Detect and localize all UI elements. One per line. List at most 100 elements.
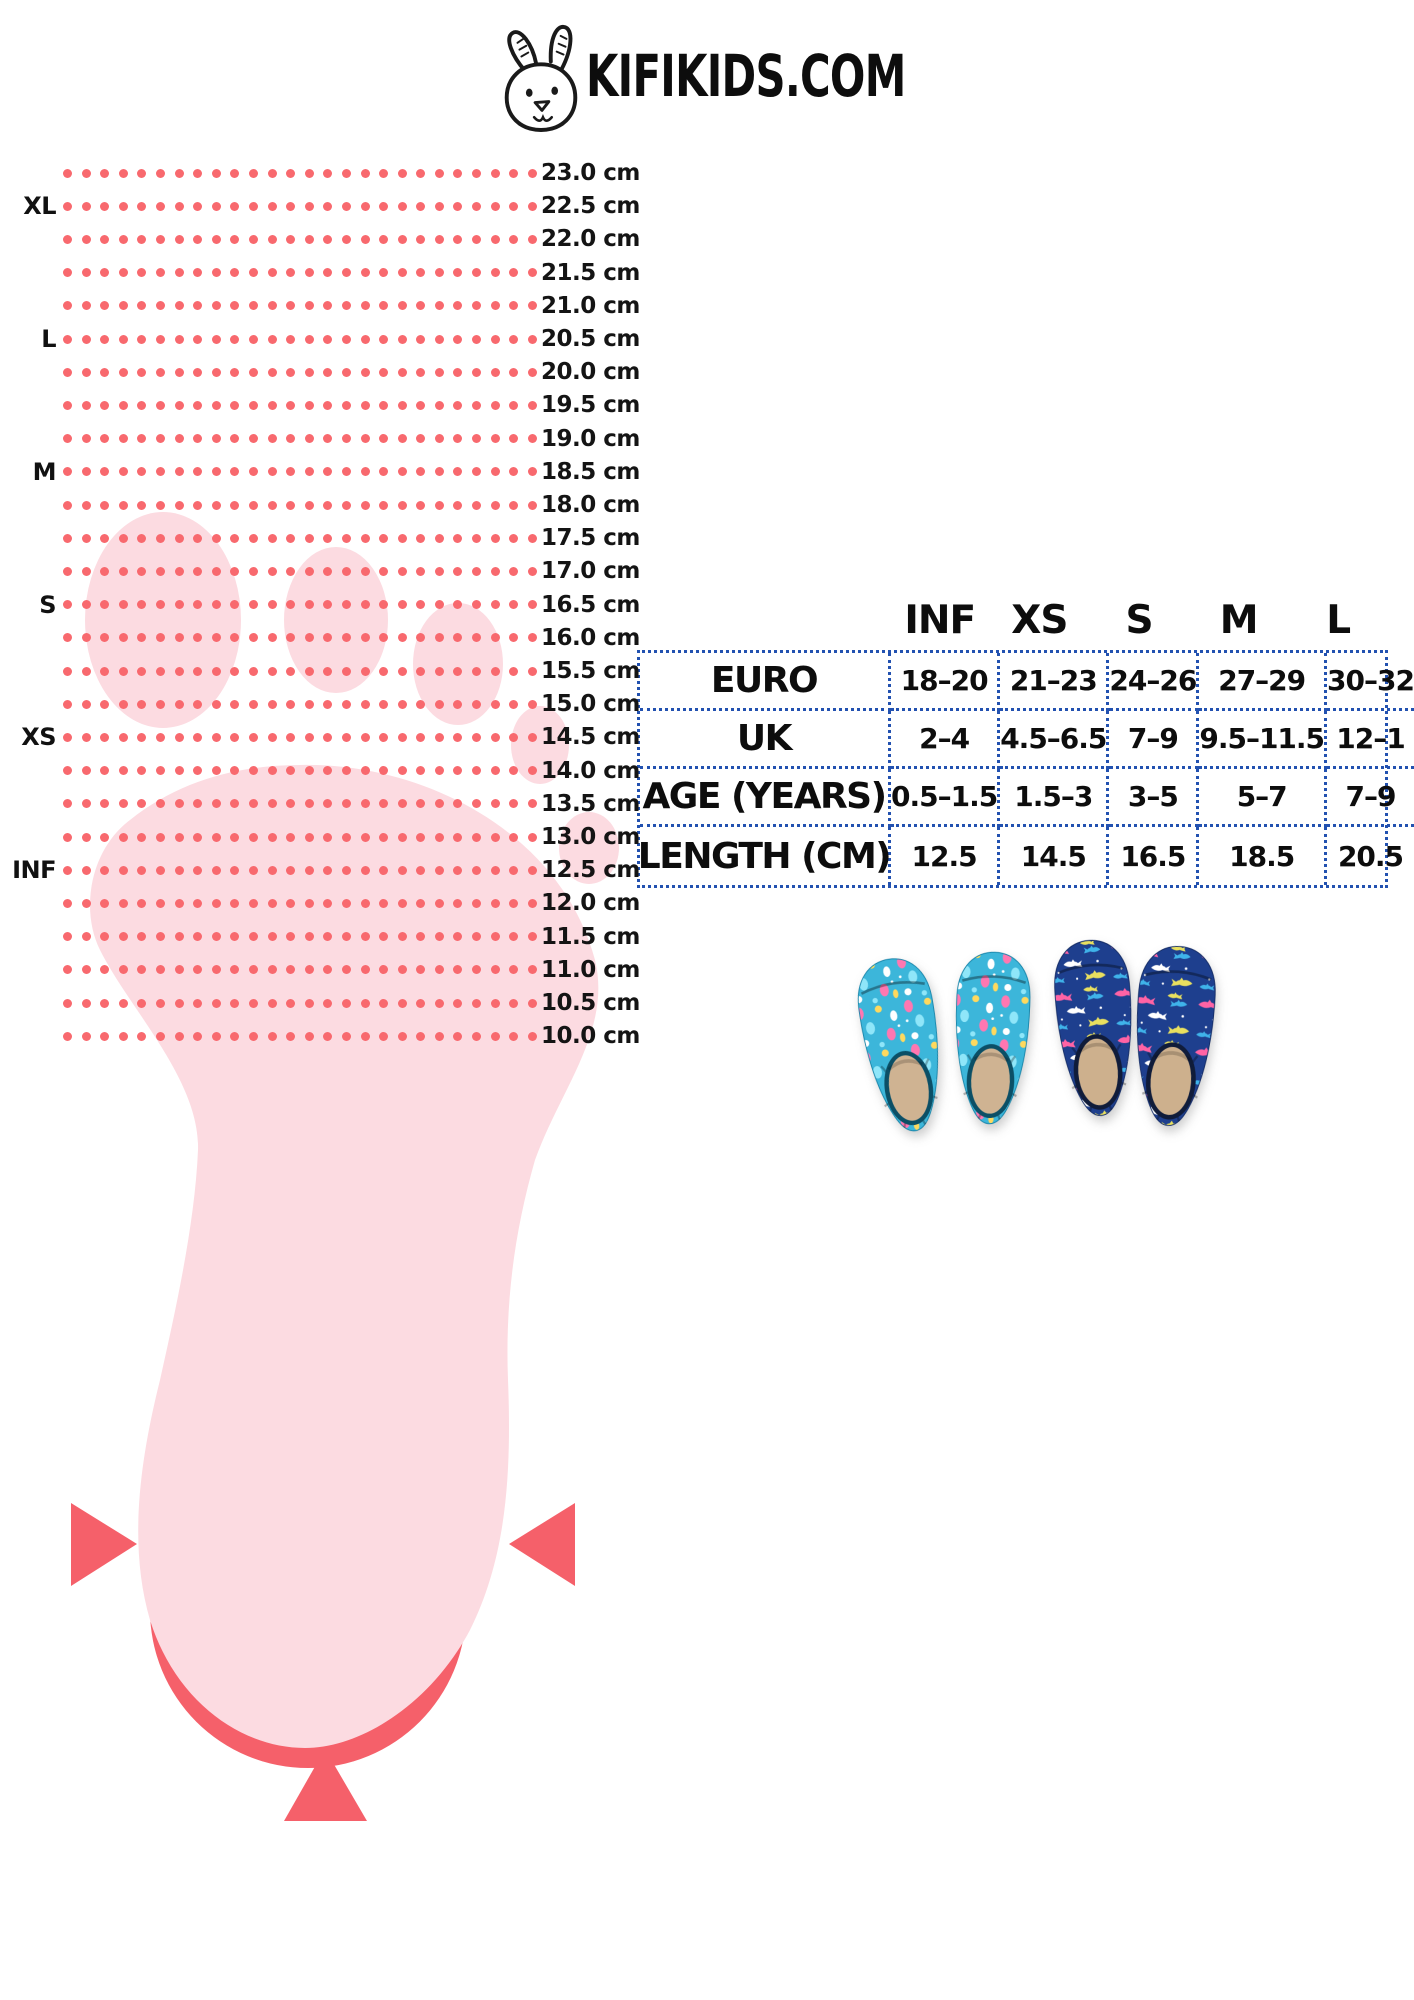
ruler-cm-label: 10.0 cm [541, 1023, 640, 1050]
ruler-dot [323, 234, 333, 244]
ruler-dot [397, 932, 407, 942]
ruler-dot [137, 832, 147, 842]
ruler-dot [174, 467, 184, 477]
ruler-dot [323, 965, 333, 975]
ruler-dot [416, 898, 426, 908]
ruler-dot [63, 234, 72, 244]
ruler-dot [490, 334, 500, 344]
ruler-cm-label: 16.0 cm [541, 624, 640, 651]
ruler-row: 14.0 cm [0, 755, 660, 787]
ruler-dot-line [63, 367, 537, 377]
ruler-dot [137, 500, 147, 510]
ruler-dot [416, 633, 426, 643]
ruler-dot [267, 699, 277, 709]
ruler-dot [379, 168, 389, 178]
ruler-dot [304, 766, 314, 776]
ruler-dot [379, 732, 389, 742]
ruler-dot [174, 633, 184, 643]
ruler-dot [118, 898, 128, 908]
ruler-row: 22.0 cm [0, 223, 660, 255]
ruler-dot [118, 1031, 128, 1041]
ruler-dot [211, 234, 221, 244]
ruler-dot [304, 633, 314, 643]
table-row-label: UK [640, 711, 891, 769]
ruler-dot [155, 865, 165, 875]
ruler-size-label [0, 157, 56, 189]
ruler-dot [397, 799, 407, 809]
ruler-dot [81, 898, 91, 908]
ruler-dot [193, 434, 203, 444]
ruler-dot [472, 201, 482, 211]
table-cell: 14.5 [1000, 827, 1110, 885]
ruler-dot [360, 633, 370, 643]
ruler-dot [509, 533, 519, 543]
ruler-row: 10.0 cm [0, 1020, 660, 1052]
ruler-dot [100, 467, 110, 477]
ruler-dot [453, 201, 463, 211]
ruler-dot [174, 998, 184, 1008]
ruler-dot [509, 600, 519, 610]
ruler-dot-line [63, 865, 537, 875]
ruler-dot [341, 533, 351, 543]
ruler-dot [453, 234, 463, 244]
ruler-dot [100, 766, 110, 776]
ruler-dot [193, 268, 203, 278]
ruler-dot [304, 168, 314, 178]
ruler-dot [434, 600, 444, 610]
ruler-dot [490, 168, 500, 178]
ruler-size-label [0, 290, 56, 322]
ruler-dot [193, 334, 203, 344]
table-cell: 12–1 [1327, 711, 1414, 769]
ruler-dot [341, 268, 351, 278]
ruler-dot [472, 168, 482, 178]
ruler-dot [323, 168, 333, 178]
ruler-dot [63, 600, 72, 610]
ruler-dot [248, 500, 258, 510]
ruler-dot-line [63, 234, 537, 244]
ruler-dot [81, 799, 91, 809]
ruler-dot [360, 168, 370, 178]
ruler-dot [155, 201, 165, 211]
ruler-dot [397, 566, 407, 576]
ruler-dot [304, 1031, 314, 1041]
ruler-dot [286, 965, 296, 975]
ruler-dot [416, 566, 426, 576]
ruler-dot [360, 234, 370, 244]
ruler-dot-line [63, 699, 537, 709]
ruler-dot [379, 766, 389, 776]
ruler-size-label [0, 821, 56, 853]
ruler-dot [323, 998, 333, 1008]
ruler-dot [211, 434, 221, 444]
ruler-dot [397, 367, 407, 377]
ruler-dot [63, 633, 72, 643]
ruler-dot [341, 168, 351, 178]
ruler-dot [193, 998, 203, 1008]
ruler-dot [472, 633, 482, 643]
ruler-dot [434, 533, 444, 543]
ruler-dot [286, 201, 296, 211]
ruler-dot [360, 600, 370, 610]
ruler-dot [379, 434, 389, 444]
ruler-dot [490, 666, 500, 676]
ruler-dot [155, 766, 165, 776]
ruler-dot [379, 367, 389, 377]
ruler-row: 12.0 cm [0, 887, 660, 919]
ruler-dot [81, 367, 91, 377]
ruler-cm-label: 22.0 cm [541, 226, 640, 253]
ruler-dot [323, 1031, 333, 1041]
ruler-dot [118, 566, 128, 576]
ruler-dot [397, 699, 407, 709]
table-cell: 18.5 [1199, 827, 1328, 885]
ruler-dot [286, 234, 296, 244]
ruler-dot [81, 600, 91, 610]
ruler-dot [174, 168, 184, 178]
ruler-dot [397, 965, 407, 975]
ruler-dot [155, 666, 165, 676]
ruler-dot [137, 998, 147, 1008]
ruler-dot [230, 699, 240, 709]
ruler-dot [472, 301, 482, 311]
ruler-dot [230, 766, 240, 776]
ruler-dot [230, 566, 240, 576]
ruler-dot [360, 201, 370, 211]
ruler-dot [472, 732, 482, 742]
